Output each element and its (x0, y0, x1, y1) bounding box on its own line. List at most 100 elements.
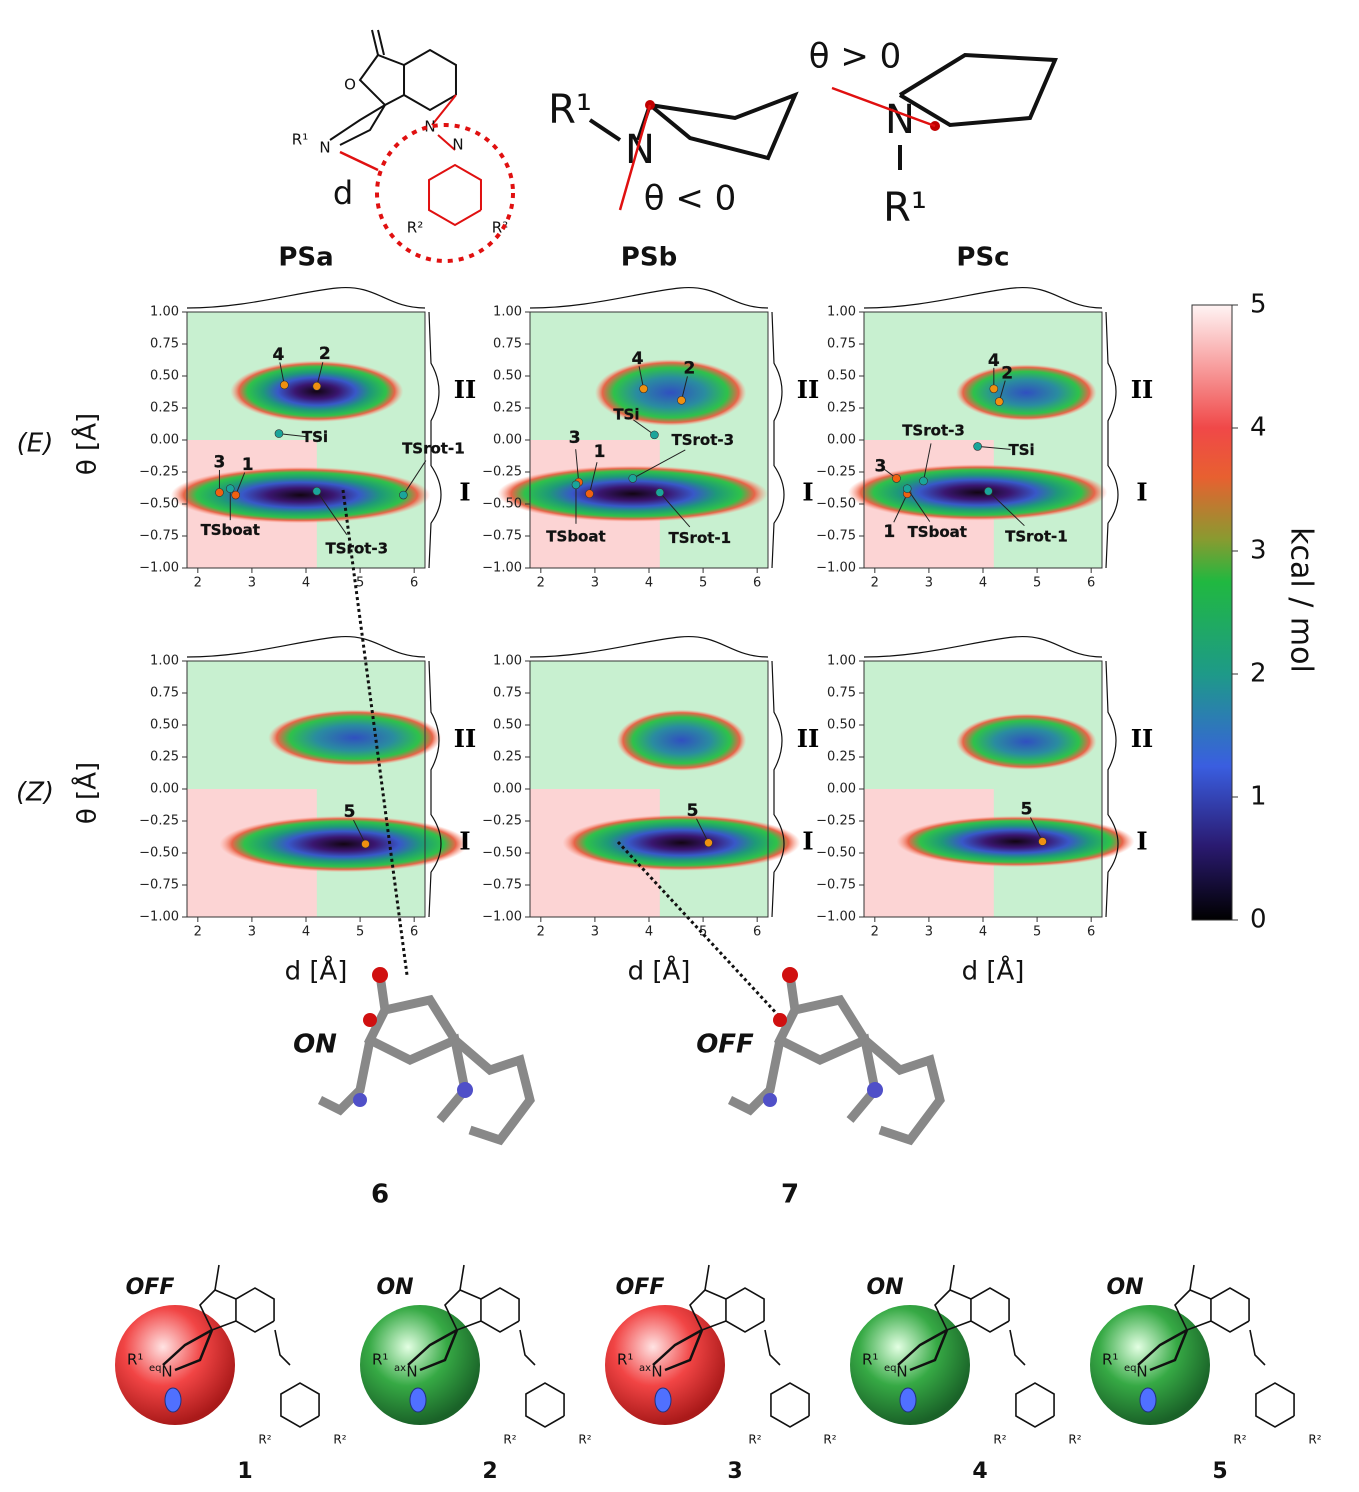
label: 6 (410, 925, 418, 940)
bond (831, 86, 936, 128)
label: −0.75 (139, 529, 179, 544)
label: d [Å] (962, 955, 1025, 987)
bond (1009, 1329, 1026, 1366)
state-point (274, 429, 284, 438)
label: 6 (1087, 576, 1095, 591)
label: −1.00 (139, 561, 179, 576)
density-basin (562, 814, 801, 871)
label: N (896, 1363, 907, 1381)
state-point (225, 484, 235, 493)
density-basin (268, 709, 442, 766)
bond (618, 104, 652, 211)
label: 2 (871, 576, 879, 591)
colorbar (1191, 304, 1233, 921)
marginal-theta (428, 311, 442, 569)
density-basin (230, 360, 404, 423)
label: 0.50 (493, 718, 522, 733)
bond (174, 1329, 214, 1372)
label: R² (407, 219, 423, 237)
label: II (797, 724, 819, 753)
density-basin (594, 359, 747, 426)
atom (372, 967, 388, 983)
state-point (399, 490, 408, 500)
label: 4 (302, 576, 310, 591)
label: II (454, 375, 476, 404)
label: 3 (248, 925, 256, 940)
label: TSi (613, 405, 639, 423)
label: N (651, 1363, 662, 1381)
label: −0.25 (816, 814, 856, 829)
label: I (459, 477, 470, 506)
label: 6 (753, 925, 761, 940)
bond (923, 443, 932, 482)
bond (1210, 1287, 1250, 1333)
label: 0.50 (493, 369, 522, 384)
label: R² (258, 1433, 271, 1447)
label: 2 (482, 1459, 497, 1484)
label: 4 (632, 349, 644, 369)
label: TSboat (908, 523, 967, 541)
label: 1 (883, 522, 895, 542)
label: 3 (214, 452, 226, 472)
label: 0.25 (150, 750, 179, 765)
state-point (312, 486, 322, 496)
label: N (625, 127, 655, 173)
bond (371, 29, 379, 56)
bond (898, 52, 1058, 128)
lone-pair (164, 1387, 182, 1413)
label: R¹ (862, 1351, 878, 1369)
label: 0.00 (827, 782, 856, 797)
state-point (994, 397, 1004, 406)
label: θ [Å] (71, 762, 103, 824)
label: −1.00 (816, 561, 856, 576)
label: PSc (956, 243, 1009, 273)
label: eq (884, 1363, 897, 1374)
bond (480, 1287, 520, 1333)
label: 1 (594, 442, 606, 462)
label: R¹ (372, 1351, 388, 1369)
bond (278, 433, 307, 438)
bond (274, 1329, 291, 1366)
label: 4 (972, 1459, 987, 1484)
state-point (1038, 837, 1047, 846)
label: 0.75 (150, 686, 179, 701)
label: 3 (875, 456, 887, 476)
bond (764, 1329, 781, 1366)
bond (407, 1328, 458, 1366)
bond (725, 1287, 765, 1333)
label: II (797, 375, 819, 404)
bond (770, 1382, 810, 1428)
label: kcal / mol (1284, 527, 1319, 673)
atom (867, 1082, 883, 1098)
bond (897, 1328, 948, 1366)
lone-pair (1139, 1387, 1157, 1413)
label: R¹ (883, 185, 927, 231)
state-point (215, 488, 224, 497)
label: TSboat (546, 527, 605, 545)
label: −0.75 (816, 529, 856, 544)
density-basin (497, 465, 768, 522)
label: R² (1233, 1433, 1246, 1447)
state-point (280, 380, 289, 390)
bond (906, 488, 931, 522)
label: OFF (696, 1030, 754, 1060)
label: 2 (537, 925, 545, 940)
label: 1 (242, 455, 254, 475)
marginal-d (529, 286, 769, 309)
bond (633, 419, 655, 436)
label: 5 (356, 576, 364, 591)
bond (419, 1329, 459, 1372)
label: 0.00 (493, 782, 522, 797)
label: R² (333, 1433, 346, 1447)
state-point (231, 490, 240, 500)
label: ON (376, 1275, 413, 1300)
label: OFF (126, 1275, 175, 1300)
bond (893, 493, 908, 523)
label: TSrot-3 (902, 421, 965, 439)
label: ON (866, 1275, 903, 1300)
label: R² (492, 219, 508, 237)
label: 0.75 (493, 686, 522, 701)
bond (689, 1289, 727, 1332)
label: −1.00 (482, 561, 522, 576)
